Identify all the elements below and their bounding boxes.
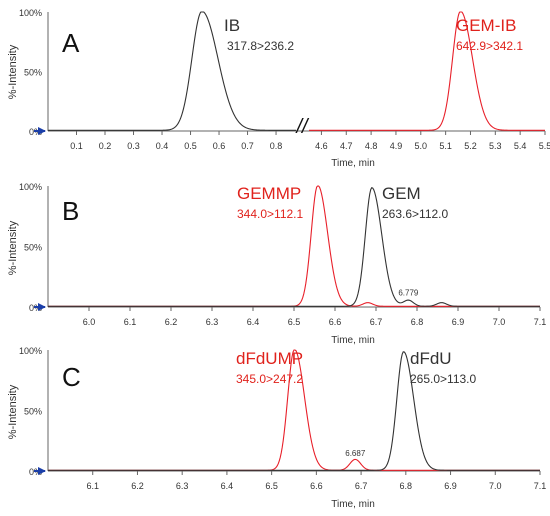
y-tick-label: 100% [19,346,42,356]
x-tick-label: 6.5 [265,481,278,491]
compound-label: GEM [382,184,421,203]
x-tick-label: 6.1 [86,481,99,491]
x-tick-label: 6.6 [310,481,323,491]
transition-label: 344.0>112.1 [237,207,304,221]
series-line-0 [48,349,540,471]
x-tick-label: 5.4 [514,141,527,151]
x-tick-label: 7.1 [534,317,547,327]
x-tick-label: 7.0 [489,481,502,491]
transition-label: 265.0>113.0 [410,372,477,386]
x-tick-label: 0.5 [184,141,197,151]
series-line-0 [48,11,296,131]
x-tick-label: 6.2 [165,317,178,327]
x-tick-label: 6.2 [131,481,144,491]
peak-label: 6.779 [398,289,419,298]
y-axis-label: %-Intensity [7,44,19,99]
x-tick-label: 7.1 [534,481,547,491]
transition-label: 263.6>112.0 [382,207,449,221]
series-line-1 [48,351,540,471]
x-axis-label: Time, min [331,499,375,510]
x-tick-label: 6.5 [288,317,301,327]
y-axis-label: %-Intensity [7,384,19,439]
series-line-1 [48,187,540,307]
y-axis-label: %-Intensity [7,220,19,275]
x-tick-label: 6.4 [247,317,260,327]
x-tick-label: 6.3 [206,317,219,327]
x-tick-label: 4.7 [340,141,353,151]
y-tick-label: 50% [24,407,42,417]
x-tick-label: 0.8 [270,141,283,151]
x-tick-label: 6.8 [400,481,413,491]
y-tick-label: 50% [24,243,42,253]
x-tick-label: 7.0 [493,317,506,327]
transition-label: 317.8>236.2 [227,39,294,53]
x-tick-label: 5.1 [439,141,452,151]
series-line-0 [48,185,540,307]
x-tick-label: 6.0 [83,317,96,327]
x-tick-label: 5.0 [415,141,428,151]
x-tick-label: 4.6 [315,141,328,151]
x-tick-label: 0.6 [213,141,226,151]
x-axis-label: Time, min [331,158,375,169]
x-tick-label: 4.9 [390,141,403,151]
y-tick-label: 100% [19,182,42,192]
compound-label: dFdUMP [236,349,303,368]
compound-label: IB [224,16,240,35]
x-tick-label: 0.7 [241,141,254,151]
x-tick-label: 6.9 [452,317,465,327]
transition-label: 642.9>342.1 [456,39,523,53]
chart-panel-a: A%-Intensity0%50%100%0.10.20.30.40.50.60… [7,8,550,169]
x-tick-label: 6.9 [444,481,457,491]
x-tick-label: 5.5 [539,141,550,151]
axis-break-symbol: // [294,116,310,138]
compound-label: dFdU [410,349,452,368]
x-tick-label: 0.4 [156,141,169,151]
y-tick-label: 100% [19,8,42,18]
peak-label: 6.687 [345,449,366,458]
compound-label: GEM-IB [456,16,516,35]
x-tick-label: 6.7 [355,481,368,491]
panel-letter: C [62,362,81,392]
panel-letter: A [62,28,80,58]
x-tick-label: 0.1 [70,141,83,151]
x-tick-label: 6.7 [370,317,383,327]
x-axis-label: Time, min [331,335,375,346]
x-tick-label: 4.8 [365,141,378,151]
series-line-1 [309,11,545,131]
y-tick-label: 50% [24,68,42,78]
x-tick-label: 0.2 [99,141,112,151]
panel-letter: B [62,196,79,226]
x-tick-label: 0.3 [127,141,140,151]
x-tick-label: 6.4 [221,481,234,491]
transition-label: 345.0>247.2 [236,372,303,386]
chart-panel-b: B%-Intensity0%50%100%6.06.16.26.36.46.56… [7,182,546,346]
x-tick-label: 6.1 [124,317,137,327]
x-tick-label: 6.8 [411,317,424,327]
compound-label: GEMMP [237,184,301,203]
x-tick-label: 5.2 [464,141,477,151]
chart-panel-c: C%-Intensity0%50%100%6.16.26.36.46.56.66… [7,346,546,510]
x-tick-label: 6.3 [176,481,189,491]
x-tick-label: 5.3 [489,141,502,151]
x-tick-label: 6.6 [329,317,342,327]
